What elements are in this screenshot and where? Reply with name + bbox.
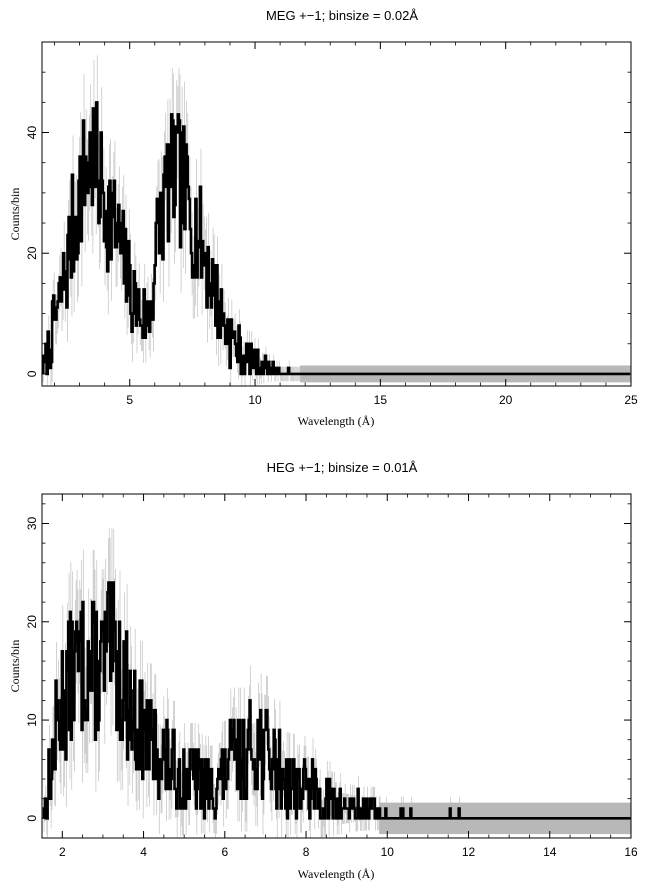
meg-error-bars [42,55,631,386]
spectrum-line [42,581,631,820]
meg-ticks: 5 10 15 20 25 0 20 40 [25,41,638,407]
heg-title: HEG +−1; binsize = 0.01Å [267,460,418,475]
x-tick-label: 6 [221,845,228,859]
heg-ylabel: Counts/bin [8,640,22,693]
heg-xlabel: Wavelength (Å) [298,867,375,881]
x-tick-label: 10 [248,393,262,407]
x-tick-label: 12 [462,845,476,859]
y-tick-label: 40 [25,126,39,140]
x-tick-label: 4 [140,845,147,859]
x-tick-label: 5 [126,393,133,407]
x-tick-label: 16 [624,845,638,859]
y-tick-label: 0 [25,815,39,822]
heg-spectrum-line [42,581,631,820]
meg-spectrum-line [42,101,630,376]
meg-plot-frame [41,41,632,387]
x-tick-label: 10 [381,845,395,859]
meg-title: MEG +−1; binsize = 0.02Å [266,8,418,23]
heg-plot-frame [41,493,632,839]
meg-ylabel: Counts/bin [8,188,22,241]
meg-xlabel: Wavelength (Å) [298,414,375,428]
y-tick-label: 0 [25,370,39,377]
heg-panel: HEG +−1; binsize = 0.01Å 2 4 6 8 10 12 14 16 0 10… [8,460,638,881]
x-tick-label: 25 [624,393,638,407]
x-tick-label: 20 [499,393,513,407]
y-tick-label: 10 [25,713,39,727]
spectrum-line [42,101,630,376]
y-tick-label: 20 [25,246,39,260]
y-tick-label: 30 [25,516,39,530]
meg-panel: MEG +−1; binsize = 0.02Å 5 10 15 20 2502040 … [8,8,638,428]
heg-ticks: 2 4 6 8 10 12 14 16 0 10 20 30 [25,494,638,859]
x-tick-label: 15 [374,393,388,407]
x-tick-label: 14 [543,845,557,859]
x-tick-label: 2 [59,845,66,859]
y-tick-label: 20 [25,615,39,629]
x-tick-label: 8 [303,845,310,859]
